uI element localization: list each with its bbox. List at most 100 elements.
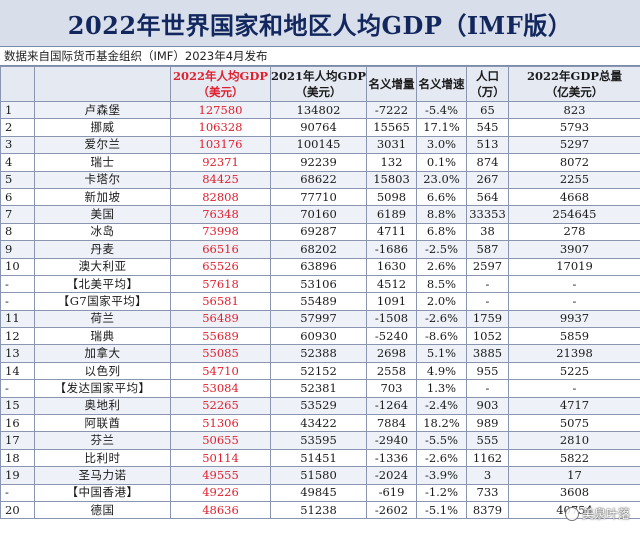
growth-rate-cell: -1.2% [416, 483, 467, 502]
population-cell: 564 [466, 187, 509, 207]
rank-cell: - [0, 379, 35, 398]
column-header [0, 66, 35, 102]
increase-cell: 7884 [366, 414, 417, 433]
table-row: 14 以色列 54710 52152 2558 4.9% 955 5225 [0, 361, 640, 381]
population-cell: 1759 [466, 309, 509, 329]
growth-rate-cell: 6.6% [416, 187, 467, 207]
gdp-total-cell: 8072 [508, 153, 640, 172]
gdp-2021-cell: 43422 [270, 414, 367, 433]
table-row: 5 卡塔尔 84425 68622 15803 23.0% 267 2255 [0, 170, 640, 189]
growth-rate-cell: -5.4% [416, 100, 467, 120]
increase-cell: 15565 [366, 118, 417, 137]
table-row: 8 冰岛 73998 69287 4711 6.8% 38 278 [0, 222, 640, 242]
rank-cell: 20 [0, 500, 35, 520]
gdp-2021-cell: 57997 [270, 309, 367, 329]
rank-cell: 14 [0, 361, 35, 381]
population-cell: 545 [466, 118, 509, 137]
gdp-2022-cell: 50655 [170, 431, 271, 450]
gdp-total-cell: 3608 [508, 483, 640, 502]
gdp-total-cell: 3907 [508, 240, 640, 259]
rank-cell: 3 [0, 135, 35, 155]
increase-cell: -1264 [366, 396, 417, 416]
table-row: - 【北美平均】 57618 53106 4512 8.5% - - [0, 274, 640, 294]
gdp-total-cell: 823 [508, 100, 640, 120]
growth-rate-cell: -2.4% [416, 396, 467, 416]
table-row: - 【中国香港】 49226 49845 -619 -1.2% 733 3608 [0, 483, 640, 502]
gdp-2021-cell: 92239 [270, 153, 367, 172]
name-cell: 新加坡 [34, 187, 171, 207]
table-row: 1 卢森堡 127580 134802 -7222 -5.4% 65 823 [0, 100, 640, 120]
name-cell: 奥地利 [34, 396, 171, 416]
gdp-2022-cell: 65526 [170, 257, 271, 276]
gdp-2021-cell: 51238 [270, 500, 367, 520]
watermark-text: 美泉叶落 [581, 507, 630, 521]
increase-cell: 2698 [366, 344, 417, 363]
column-header-line2: （亿美元） [545, 85, 604, 99]
gdp-2022-cell: 76348 [170, 205, 271, 224]
increase-cell: -5240 [366, 327, 417, 346]
gdp-2021-cell: 53595 [270, 431, 367, 450]
population-cell: 989 [466, 414, 509, 433]
growth-rate-cell: -2.6% [416, 448, 467, 468]
growth-rate-cell: -8.6% [416, 327, 467, 346]
name-cell: 丹麦 [34, 240, 171, 259]
gdp-2022-cell: 50114 [170, 448, 271, 468]
population-cell: 33353 [466, 205, 509, 224]
name-cell: 卡塔尔 [34, 170, 171, 189]
gdp-total-cell: 17 [508, 466, 640, 485]
gdp-table: 2022年人均GDP （美元） 2021年人均GDP （美元） 名义增量 名义增速 人口 （万… [0, 66, 640, 520]
gdp-total-cell: 278 [508, 222, 640, 242]
increase-cell: 703 [366, 379, 417, 398]
gdp-total-cell: - [508, 292, 640, 311]
table-row: 17 芬兰 50655 53595 -2940 -5.5% 555 2810 [0, 431, 640, 450]
column-header-line1: 名义增量 [368, 77, 415, 91]
increase-cell: -619 [366, 483, 417, 502]
gdp-2022-cell: 54710 [170, 361, 271, 381]
gdp-2021-cell: 55489 [270, 292, 367, 311]
column-header-line1: 人口 [476, 69, 499, 83]
gdp-2021-cell: 68202 [270, 240, 367, 259]
column-header-line2: （美元） [197, 85, 244, 99]
gdp-total-cell: 5859 [508, 327, 640, 346]
gdp-2021-cell: 53106 [270, 274, 367, 294]
name-cell: 澳大利亚 [34, 257, 171, 276]
growth-rate-cell: 17.1% [416, 118, 467, 137]
name-cell: 爱尔兰 [34, 135, 171, 155]
name-cell: 挪威 [34, 118, 171, 137]
gdp-2022-cell: 66516 [170, 240, 271, 259]
increase-cell: 2558 [366, 361, 417, 381]
growth-rate-cell: 23.0% [416, 170, 467, 189]
page-title: 2022年世界国家和地区人均GDP（IMF版） [67, 10, 573, 40]
growth-rate-cell: 6.8% [416, 222, 467, 242]
population-cell: 1052 [466, 327, 509, 346]
gdp-total-cell: 4717 [508, 396, 640, 416]
growth-rate-cell: 2.6% [416, 257, 467, 276]
gdp-2022-cell: 51306 [170, 414, 271, 433]
table-row: 3 爱尔兰 103176 100145 3031 3.0% 513 5297 [0, 135, 640, 155]
column-header-line1: 2022年人均GDP [173, 69, 268, 83]
column-header: 名义增速 [416, 66, 467, 102]
growth-rate-cell: 0.1% [416, 153, 467, 172]
name-cell: 比利时 [34, 448, 171, 468]
gdp-2021-cell: 100145 [270, 135, 367, 155]
increase-cell: 5098 [366, 187, 417, 207]
gdp-total-cell: 2255 [508, 170, 640, 189]
column-header-line2: （美元） [295, 85, 342, 99]
increase-cell: -1336 [366, 448, 417, 468]
growth-rate-cell: 3.0% [416, 135, 467, 155]
gdp-2022-cell: 55085 [170, 344, 271, 363]
table-header-row: 2022年人均GDP （美元） 2021年人均GDP （美元） 名义增量 名义增速 人口 （万… [0, 66, 640, 102]
population-cell: 874 [466, 153, 509, 172]
gdp-2021-cell: 77710 [270, 187, 367, 207]
gdp-2021-cell: 134802 [270, 100, 367, 120]
gdp-2022-cell: 53084 [170, 379, 271, 398]
column-header: 2022年人均GDP （美元） [170, 66, 271, 102]
table-row: 18 比利时 50114 51451 -1336 -2.6% 1162 5822 [0, 448, 640, 468]
name-cell: 【发达国家平均】 [34, 379, 171, 398]
gdp-2022-cell: 73998 [170, 222, 271, 242]
growth-rate-cell: -5.5% [416, 431, 467, 450]
name-cell: 【中国香港】 [34, 483, 171, 502]
gdp-total-cell: 5793 [508, 118, 640, 137]
